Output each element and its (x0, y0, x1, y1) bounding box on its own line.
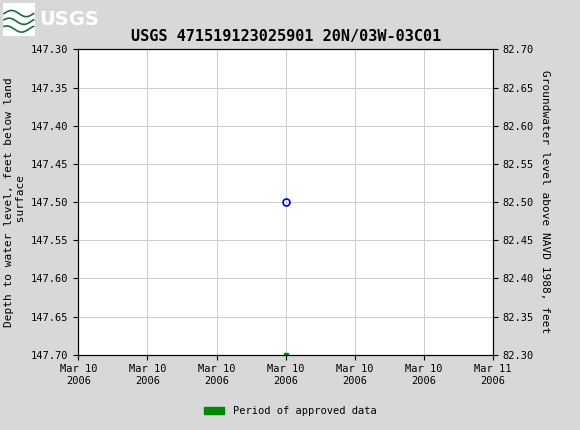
Title: USGS 471519123025901 20N/03W-03C01: USGS 471519123025901 20N/03W-03C01 (130, 29, 441, 44)
Y-axis label: Depth to water level, feet below land
 surface: Depth to water level, feet below land su… (4, 77, 26, 327)
Text: USGS: USGS (39, 10, 99, 29)
Legend: Period of approved data: Period of approved data (200, 402, 380, 421)
FancyBboxPatch shape (3, 3, 35, 36)
Y-axis label: Groundwater level above NAVD 1988, feet: Groundwater level above NAVD 1988, feet (539, 71, 549, 334)
